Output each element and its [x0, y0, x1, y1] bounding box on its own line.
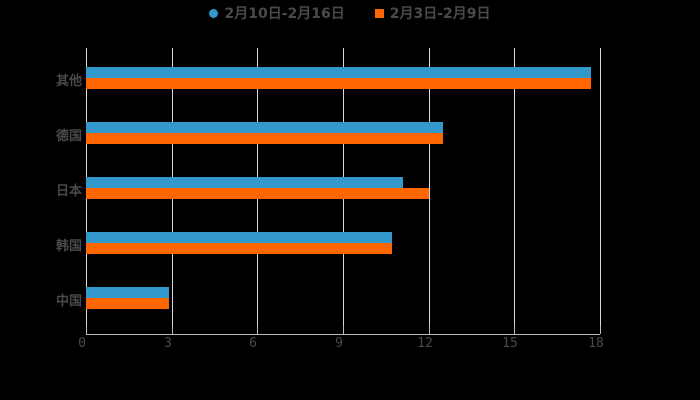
bar-series-1[interactable] [86, 122, 443, 133]
bar-series-1[interactable] [86, 232, 392, 243]
axis-tick [343, 326, 344, 334]
axis-tick [429, 326, 430, 334]
bar-series-2[interactable] [86, 298, 169, 309]
bar-series-2[interactable] [86, 133, 443, 144]
legend-item-series-2[interactable]: 2月3日-2月9日 [374, 4, 491, 22]
axis-tick [514, 326, 515, 334]
gridline [429, 48, 430, 326]
x-tick-label: 0 [78, 336, 86, 351]
axis-tick [172, 326, 173, 334]
bar-series-1[interactable] [86, 67, 592, 78]
y-category-label: 中国 [55, 294, 82, 309]
chart-legend: 2月10日-2月16日 2月3日-2月9日 [0, 4, 700, 22]
x-tick-label: 6 [249, 336, 257, 351]
legend-label-series-2: 2月3日-2月9日 [389, 6, 491, 22]
x-tick-label: 12 [417, 336, 433, 351]
x-tick-label: 15 [502, 336, 518, 351]
legend-label-series-1: 2月10日-2月16日 [224, 6, 345, 22]
y-category-label: 其他 [55, 74, 82, 89]
x-tick-label: 3 [164, 336, 172, 351]
legend-marker-square-icon [374, 8, 384, 18]
y-category-label: 日本 [55, 184, 82, 199]
bar-series-1[interactable] [86, 287, 169, 298]
axis-tick [86, 326, 87, 334]
bar-series-2[interactable] [86, 188, 429, 199]
legend-item-series-1[interactable]: 2月10日-2月16日 [209, 4, 345, 22]
x-tick-label: 9 [335, 336, 343, 351]
axis-tick [257, 326, 258, 334]
legend-marker-circle-icon [209, 8, 219, 18]
x-tick-label: 18 [588, 336, 604, 351]
x-axis-line [86, 334, 600, 335]
axis-tick [600, 326, 601, 334]
bar-series-1[interactable] [86, 177, 403, 188]
y-category-label: 韩国 [55, 239, 82, 254]
y-category-label: 德国 [55, 129, 82, 144]
gridline [514, 48, 515, 326]
bar-series-2[interactable] [86, 78, 592, 89]
gridline [600, 48, 601, 326]
bar-series-2[interactable] [86, 243, 392, 254]
